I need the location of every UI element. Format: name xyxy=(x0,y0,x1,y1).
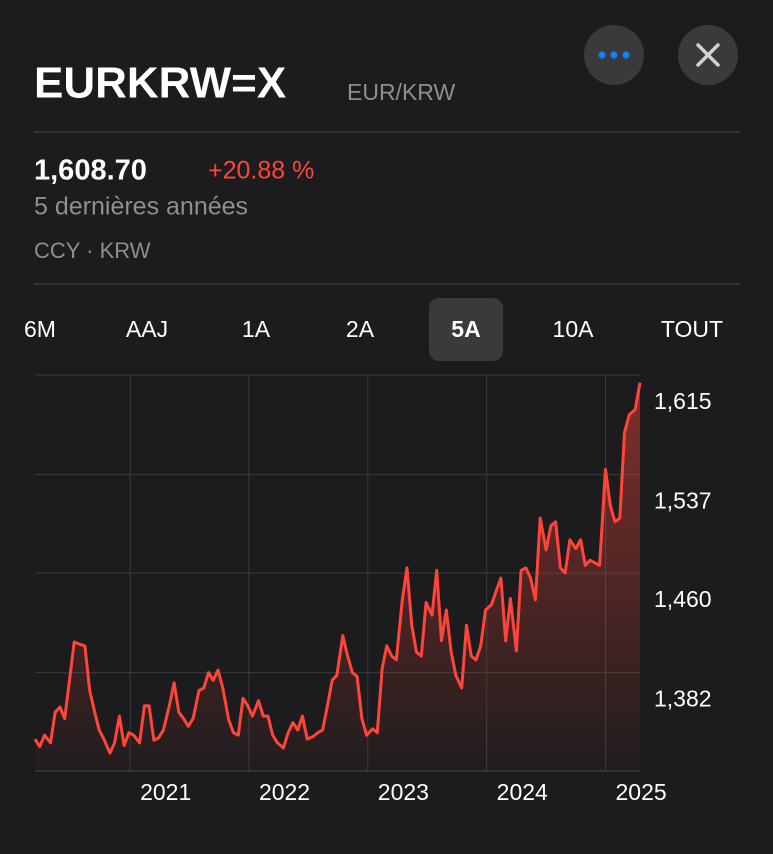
period: 5 dernières années xyxy=(34,193,248,221)
symbol-subtitle: EUR/KRW xyxy=(347,79,455,105)
dot xyxy=(610,51,618,59)
symbol-title: EURKRW=X xyxy=(34,59,286,108)
x-tick-label: 2024 xyxy=(497,779,548,805)
dot xyxy=(622,51,630,59)
y-tick-label: 1,537 xyxy=(654,488,712,514)
range-tab[interactable]: 1A xyxy=(242,316,271,342)
range-tab[interactable]: AAJ xyxy=(126,316,168,342)
range-tabs: 6M AAJ 1A 2A 5A 10A TOUT xyxy=(24,298,723,361)
y-tick-label: 1,460 xyxy=(654,586,712,612)
line xyxy=(33,382,642,755)
chart: 1,382 1,460 1,537 1,615 2021 2022 2023 2024 2025 xyxy=(33,374,712,805)
range-tab-selected[interactable] xyxy=(429,298,503,361)
range-tab[interactable]: 6M xyxy=(24,316,56,342)
x-tick-label: 2023 xyxy=(378,779,429,805)
change: +20.88 % xyxy=(208,157,314,185)
price: 1,608.70 xyxy=(34,155,147,187)
x-tick-label: 2025 xyxy=(616,779,667,805)
close-button[interactable] xyxy=(678,25,738,85)
more-button[interactable] xyxy=(584,25,644,85)
line-area xyxy=(35,382,640,771)
range-tab[interactable]: TOUT xyxy=(661,316,723,342)
y-tick-label: 1,382 xyxy=(654,686,712,712)
y-tick-label: 1,615 xyxy=(654,388,712,414)
exchange: CCY · KRW xyxy=(34,238,151,263)
dot xyxy=(598,51,606,59)
range-tab[interactable]: 10A xyxy=(553,316,595,342)
close-icon xyxy=(696,43,720,67)
x-tick-label: 2022 xyxy=(259,779,310,805)
x-tick-label: 2021 xyxy=(140,779,191,805)
range-tab[interactable]: 5A xyxy=(451,316,480,342)
range-tab[interactable]: 2A xyxy=(346,316,375,342)
